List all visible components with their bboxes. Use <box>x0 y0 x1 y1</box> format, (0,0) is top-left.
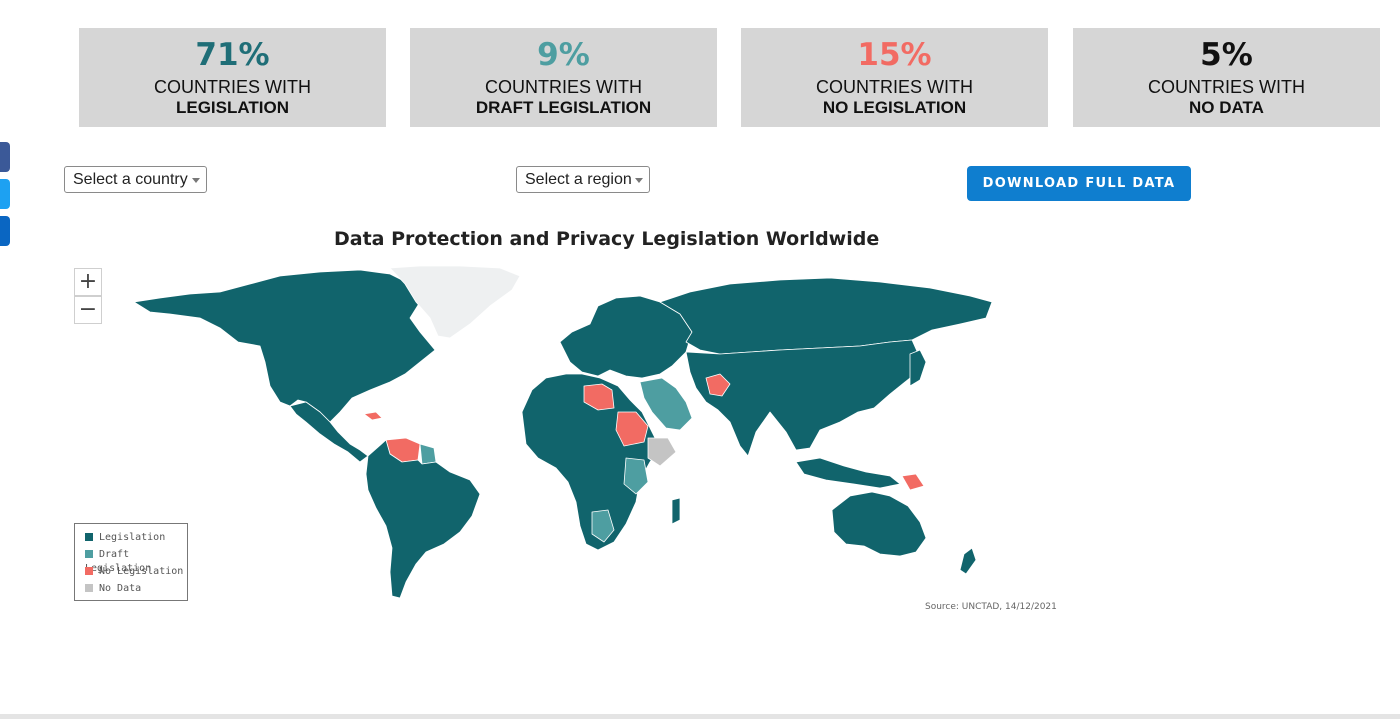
map-region-horn-of-africa[interactable] <box>647 437 677 467</box>
map-region-russia[interactable] <box>659 277 993 355</box>
stat-line1: COUNTRIES WITH <box>1148 77 1305 97</box>
legend-label: No Legislation <box>99 566 184 577</box>
stat-line2: LEGISLATION <box>175 98 289 117</box>
map-region-southern-africa[interactable] <box>591 509 615 543</box>
legend-item-no-data[interactable]: No Data <box>85 582 187 599</box>
stat-line2: NO LEGISLATION <box>822 98 967 117</box>
bottom-strip <box>0 714 1400 719</box>
zoom-in-button[interactable]: + <box>74 268 102 296</box>
download-full-data-button[interactable]: DOWNLOAD FULL DATA <box>967 166 1191 201</box>
region-select-label: Select a region <box>525 171 632 188</box>
stat-line2: DRAFT LEGISLATION <box>475 98 652 117</box>
map-legend: Legislation Draft Legislation No Legisla… <box>74 523 188 601</box>
map-region-south-america[interactable] <box>365 439 481 599</box>
legend-label: Legislation <box>99 532 166 543</box>
map-region-australia[interactable] <box>831 491 927 557</box>
map-region-madagascar[interactable] <box>671 497 681 525</box>
legend-swatch <box>85 567 93 575</box>
country-select[interactable]: Select a country <box>64 166 207 193</box>
stat-line2: NO DATA <box>1189 98 1264 117</box>
stat-line1: COUNTRIES WITH <box>816 77 973 97</box>
legend-item-legislation[interactable]: Legislation <box>85 531 187 548</box>
twitter-icon[interactable] <box>0 179 10 209</box>
map-region-southeast-asia[interactable] <box>795 457 901 489</box>
legend-swatch <box>85 533 93 541</box>
stat-value: 5% <box>1200 37 1253 73</box>
linkedin-icon[interactable] <box>0 216 10 246</box>
map-region-japan[interactable] <box>909 349 927 387</box>
stat-value: 15% <box>857 37 932 73</box>
legend-item-no-legislation[interactable]: No Legislation <box>85 565 187 582</box>
world-map[interactable] <box>120 262 1000 602</box>
map-region-caribbean[interactable] <box>363 411 383 421</box>
map-region-asia[interactable] <box>685 339 921 457</box>
map-region-north-america[interactable] <box>133 269 436 423</box>
stat-card-no-data: 5% COUNTRIES WITH NO DATA <box>1073 28 1380 127</box>
map-region-new-zealand[interactable] <box>959 547 977 575</box>
legend-label: Draft Legislation <box>85 549 152 574</box>
map-region-guianas[interactable] <box>419 443 437 465</box>
legend-item-draft-legislation[interactable]: Draft Legislation <box>85 548 187 574</box>
region-select[interactable]: Select a region <box>516 166 650 193</box>
stat-value: 71% <box>195 37 270 73</box>
stat-line1: COUNTRIES WITH <box>154 77 311 97</box>
country-select-label: Select a country <box>73 171 188 188</box>
zoom-out-button[interactable]: − <box>74 296 102 324</box>
map-source: Source: UNCTAD, 14/12/2021 <box>925 602 1057 612</box>
chevron-down-icon <box>192 178 200 183</box>
legend-swatch <box>85 584 93 592</box>
stat-card-no-legislation: 15% COUNTRIES WITH NO LEGISLATION <box>741 28 1048 127</box>
chevron-down-icon <box>635 178 643 183</box>
stat-card-draft-legislation: 9% COUNTRIES WITH DRAFT LEGISLATION <box>410 28 717 127</box>
facebook-icon[interactable] <box>0 142 10 172</box>
legend-label: No Data <box>99 583 142 594</box>
map-region-papua-new-guinea[interactable] <box>901 473 925 491</box>
stat-line1: COUNTRIES WITH <box>485 77 642 97</box>
legend-swatch <box>85 550 93 558</box>
stat-card-legislation: 71% COUNTRIES WITH LEGISLATION <box>79 28 386 127</box>
map-region-greenland[interactable] <box>389 265 521 339</box>
map-region-middle-east[interactable] <box>639 377 693 431</box>
map-title: Data Protection and Privacy Legislation … <box>334 228 880 250</box>
map-region-afghanistan[interactable] <box>705 373 731 397</box>
map-region-libya[interactable] <box>583 383 615 411</box>
stat-value: 9% <box>537 37 590 73</box>
map-region-sudan[interactable] <box>615 411 649 447</box>
map-region-east-africa[interactable] <box>623 457 649 495</box>
